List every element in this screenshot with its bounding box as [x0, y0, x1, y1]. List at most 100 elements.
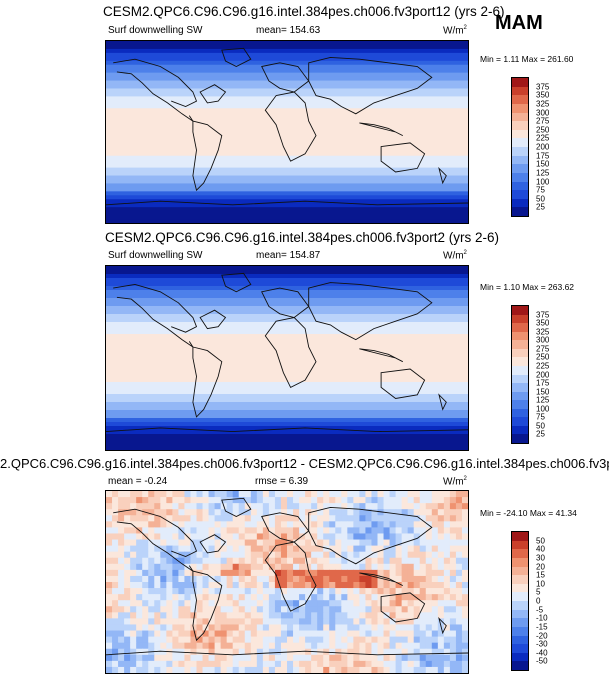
diff-cell — [196, 533, 204, 541]
diff-cell — [178, 582, 186, 589]
field-band — [106, 326, 468, 331]
diff-cell — [365, 666, 373, 673]
diff-cell — [160, 630, 167, 638]
diff-cell — [136, 533, 143, 541]
diff-cell — [461, 533, 468, 541]
diff-cell — [371, 569, 379, 577]
diff-cell — [461, 521, 468, 528]
diff-cell — [244, 497, 252, 504]
diff-cell — [256, 660, 264, 668]
diff-cell — [226, 612, 234, 619]
diff-cell — [238, 582, 246, 589]
panel3-colorbar — [511, 531, 529, 671]
diff-cell — [401, 575, 409, 583]
diff-cell — [389, 660, 397, 668]
colorbar-cell — [512, 112, 528, 122]
diff-cell — [389, 594, 397, 601]
diff-cell — [443, 648, 451, 656]
diff-cell — [329, 545, 336, 553]
diff-cell — [280, 666, 288, 673]
diff-cell — [118, 618, 125, 626]
diff-cell — [287, 557, 294, 565]
diff-cell — [353, 624, 360, 632]
diff-cell — [136, 515, 143, 522]
diff-cell — [262, 642, 270, 650]
diff-cell — [154, 594, 161, 601]
diff-cell — [154, 527, 161, 535]
colorbar-tick-label: 125 — [536, 395, 550, 405]
diff-cell — [437, 563, 445, 571]
diff-cell — [383, 666, 391, 673]
panel2-map-svg — [106, 266, 468, 450]
diff-cell — [371, 594, 379, 601]
diff-cell — [136, 612, 143, 619]
diff-cell — [124, 575, 131, 583]
colorbar-cell — [512, 383, 528, 392]
diff-cell — [226, 515, 234, 522]
diff-cell — [461, 515, 468, 522]
diff-cell — [274, 606, 282, 613]
diff-cell — [142, 503, 149, 510]
diff-cell — [353, 575, 360, 583]
diff-cell — [268, 509, 276, 516]
diff-cell — [365, 545, 373, 553]
diff-cell — [154, 551, 161, 559]
diff-cell — [274, 509, 282, 516]
diff-cell — [377, 648, 385, 656]
field-band — [106, 163, 468, 169]
diff-cell — [106, 648, 113, 656]
diff-cell — [311, 515, 318, 522]
diff-cell — [365, 569, 373, 577]
diff-cell — [160, 503, 167, 510]
diff-cell — [305, 624, 312, 632]
diff-cell — [431, 612, 439, 619]
diff-cell — [166, 575, 173, 583]
diff-cell — [323, 521, 330, 528]
colorbar-cell — [512, 306, 528, 315]
diff-cell — [329, 582, 336, 589]
diff-cell — [118, 630, 125, 638]
diff-cell — [305, 660, 312, 668]
diff-cell — [202, 563, 210, 571]
diff-cell — [347, 533, 354, 541]
diff-cell — [238, 588, 246, 595]
diff-cell — [299, 588, 306, 595]
diff-cell — [395, 654, 403, 662]
diff-cell — [353, 527, 360, 535]
diff-cell — [250, 582, 258, 589]
diff-cell — [329, 497, 336, 504]
diff-cell — [371, 575, 379, 583]
diff-cell — [160, 491, 167, 498]
diff-cell — [359, 588, 367, 595]
diff-cell — [425, 515, 433, 522]
diff-cell — [317, 521, 324, 528]
field-band — [106, 219, 468, 223]
diff-cell — [250, 600, 258, 607]
diff-cell — [220, 539, 228, 547]
diff-cell — [401, 636, 409, 644]
diff-cell — [106, 594, 113, 601]
diff-cell — [256, 563, 264, 571]
diff-cell — [293, 618, 300, 626]
diff-cell — [449, 503, 457, 510]
panel2-units: W/m2 — [443, 250, 467, 262]
diff-cell — [226, 600, 234, 607]
diff-cell — [413, 509, 421, 516]
diff-cell — [214, 582, 222, 589]
diff-cell — [299, 582, 306, 589]
diff-cell — [220, 582, 228, 589]
diff-cell — [184, 660, 192, 668]
diff-cell — [365, 630, 373, 638]
colorbar-tick-label: 375 — [536, 310, 550, 320]
diff-cell — [220, 594, 228, 601]
diff-cell — [425, 600, 433, 607]
diff-cell — [359, 527, 367, 535]
diff-cell — [136, 600, 143, 607]
diff-cell — [184, 582, 192, 589]
diff-cell — [238, 624, 246, 632]
diff-cell — [377, 630, 385, 638]
diff-cell — [106, 563, 113, 571]
diff-cell — [232, 636, 240, 644]
diff-cell — [118, 606, 125, 613]
diff-cell — [190, 539, 198, 547]
